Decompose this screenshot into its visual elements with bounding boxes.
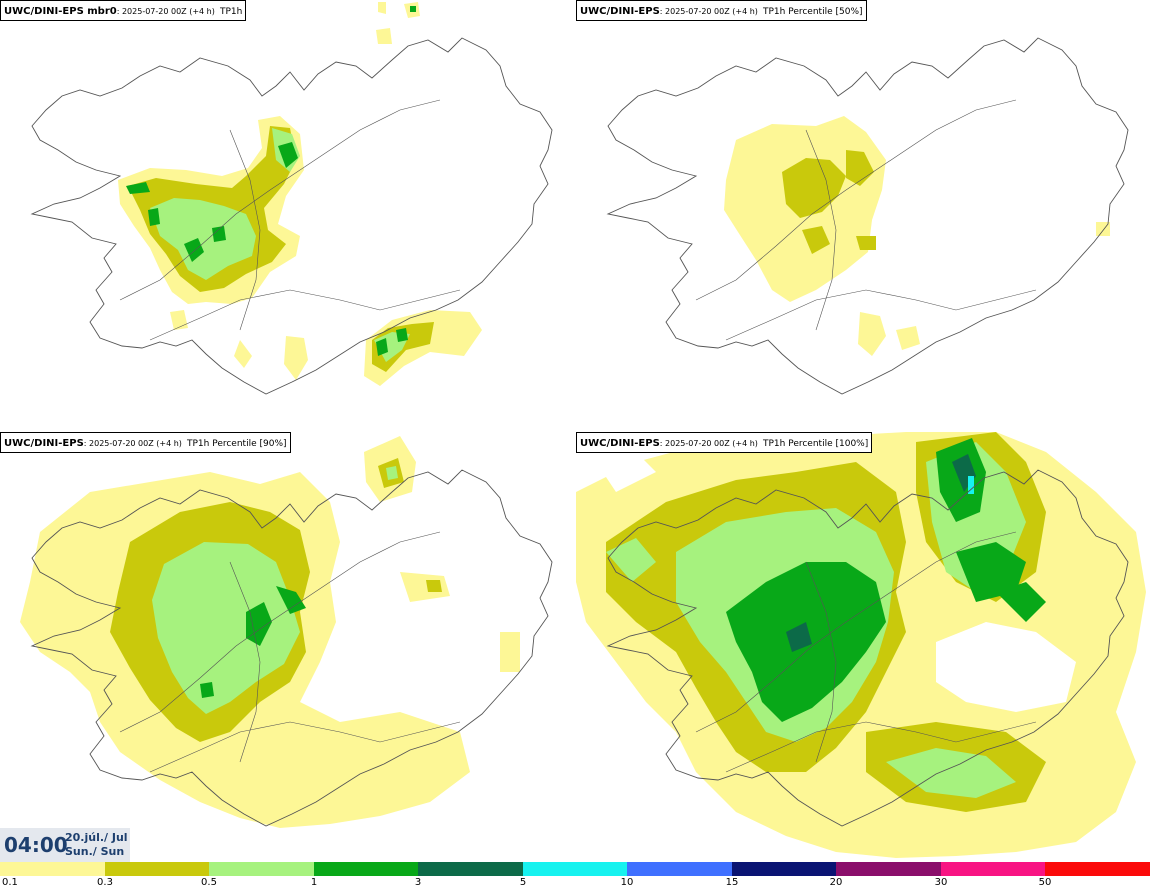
precip-colorbar (0, 862, 1150, 876)
valid-time: 04:00 (4, 833, 68, 857)
precip-fill-p100 (576, 432, 1146, 858)
colorbar-tick-label: 0.3 (97, 877, 113, 888)
colorbar-segment (731, 862, 837, 876)
panel-title-p50: UWC/DINI-EPS: 2025-07-20 00Z (+4 h) TP1h… (576, 0, 867, 21)
map-panel-p100: UWC/DINI-EPS: 2025-07-20 00Z (+4 h) TP1h… (576, 432, 1150, 862)
roads-p50 (695, 99, 1037, 341)
precip-map-p50 (607, 37, 1129, 395)
colorbar-segment (940, 862, 1046, 876)
precip-map-p100 (576, 432, 1146, 858)
precip-fill-p90 (20, 436, 520, 828)
colorbar-segment (209, 862, 314, 876)
panel-title-p90: UWC/DINI-EPS: 2025-07-20 00Z (+4 h) TP1h… (0, 432, 291, 453)
colorbar-tick-label: 0.5 (201, 877, 217, 888)
colorbar-tick-label: 1 (310, 877, 318, 888)
roads-p90 (119, 531, 461, 773)
colorbar-segment (1045, 862, 1150, 876)
precip-map-mbr0 (31, 2, 553, 395)
colorbar-tick-label: 20 (829, 877, 843, 888)
colorbar-segment (104, 862, 210, 876)
colorbar-segment (627, 862, 732, 876)
valid-date: 20.júl./ Jul (65, 831, 128, 844)
valid-time-box: 04:00 20.júl./ Jul Sun./ Sun (0, 828, 130, 862)
colorbar-tick-label: 10 (620, 877, 634, 888)
colorbar-tick-label: 30 (934, 877, 948, 888)
colorbar-segment (313, 862, 419, 876)
colorbar-tick-label: 50 (1038, 877, 1052, 888)
roads-p100 (695, 531, 1037, 773)
colorbar-tick-label: 3 (414, 877, 422, 888)
colorbar-segment (522, 862, 628, 876)
map-panel-mbr0: UWC/DINI-EPS mbr0: 2025-07-20 00Z (+4 h)… (0, 0, 574, 430)
precip-fill-mbr0 (118, 2, 482, 386)
valid-day: Sun./ Sun (65, 845, 125, 858)
panel-title-mbr0: UWC/DINI-EPS mbr0: 2025-07-20 00Z (+4 h)… (0, 0, 247, 21)
colorbar-tick-label: 0.1 (2, 877, 18, 888)
panel-title-p100: UWC/DINI-EPS: 2025-07-20 00Z (+4 h) TP1h… (576, 432, 873, 453)
map-panel-p90: UWC/DINI-EPS: 2025-07-20 00Z (+4 h) TP1h… (0, 432, 574, 862)
precip-fill-p50 (724, 116, 1110, 356)
colorbar-segment (418, 862, 523, 876)
roads-mbr0 (119, 99, 461, 341)
colorbar-tick-label: 15 (725, 877, 739, 888)
colorbar-segment (0, 862, 105, 876)
colorbar-tick-label: 5 (519, 877, 527, 888)
map-panel-p50: UWC/DINI-EPS: 2025-07-20 00Z (+4 h) TP1h… (576, 0, 1150, 430)
colorbar-segment (836, 862, 941, 876)
colorbar-ticks: 0.1 0.3 0.5 1 3 5 10 15 20 30 50 (0, 876, 1150, 891)
precip-map-p90 (20, 436, 553, 828)
